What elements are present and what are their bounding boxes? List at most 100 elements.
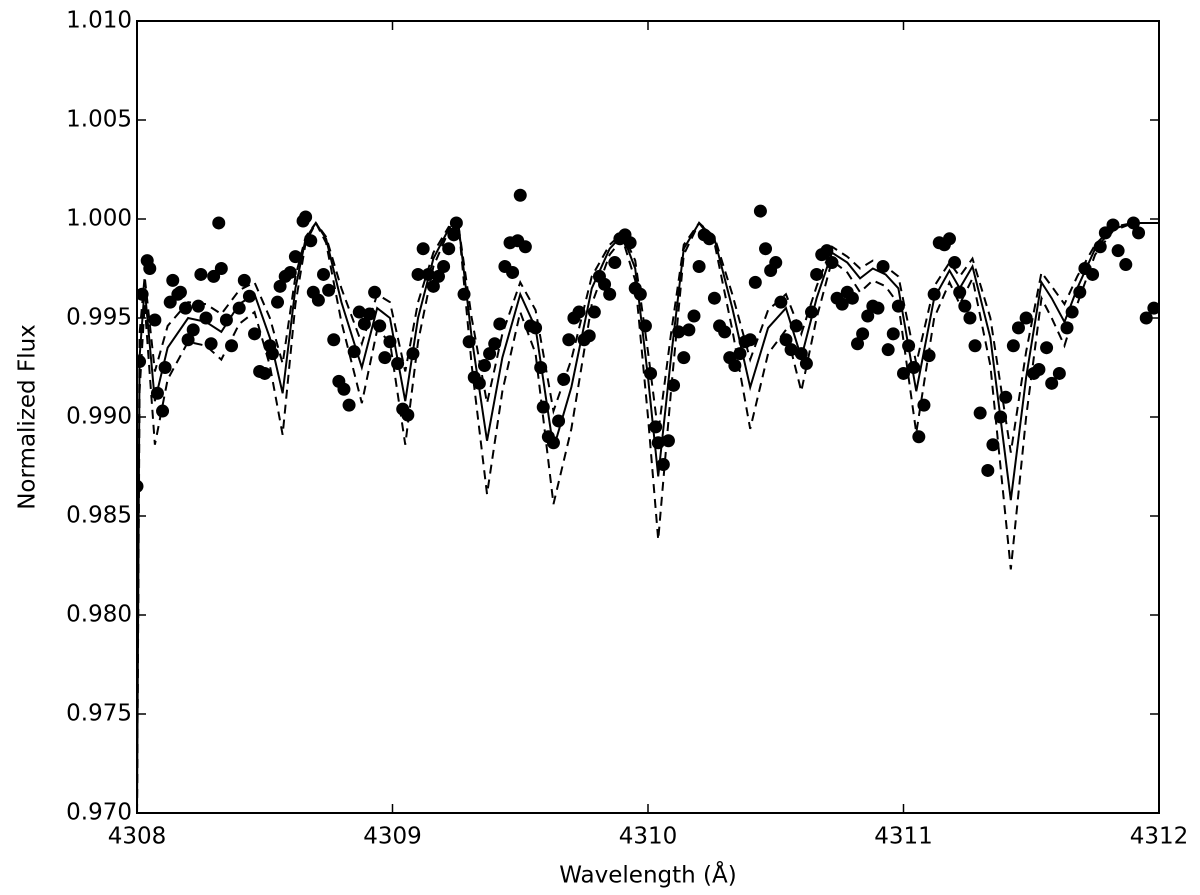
data-point [1119, 258, 1133, 272]
data-point [506, 265, 520, 279]
data-point [493, 317, 507, 331]
data-point [1045, 376, 1059, 390]
data-point [981, 463, 995, 477]
data-point [886, 327, 900, 341]
model-line-dashed [137, 221, 1159, 813]
data-point [273, 279, 287, 293]
data-point [288, 250, 302, 264]
data-point [667, 378, 681, 392]
data-point [373, 319, 387, 333]
data-point [799, 357, 813, 371]
data-point [166, 273, 180, 287]
data-point [271, 295, 285, 309]
data-point [411, 267, 425, 281]
data-point [237, 273, 251, 287]
data-point [562, 333, 576, 347]
data-point [1052, 366, 1066, 380]
y-tick-label: 0.985 [66, 503, 132, 529]
data-point [219, 313, 233, 327]
data-point [248, 327, 262, 341]
data-point [337, 382, 351, 396]
data-point [212, 216, 226, 230]
data-point [299, 210, 313, 224]
data-point [156, 404, 170, 418]
data-point [968, 339, 982, 353]
data-point [437, 260, 451, 274]
data-point [856, 327, 870, 341]
data-point [1147, 301, 1159, 315]
data-point [661, 434, 675, 448]
data-point [603, 287, 617, 301]
data-point [342, 398, 356, 412]
data-point [820, 244, 834, 258]
data-point [225, 339, 239, 353]
data-point [718, 325, 732, 339]
data-point [186, 323, 200, 337]
data-point [692, 260, 706, 274]
data-point [907, 361, 921, 374]
data-point [851, 337, 865, 351]
data-point [881, 343, 895, 357]
data-point [810, 267, 824, 281]
x-axis-label: Wavelength (Å) [559, 861, 736, 889]
data-point [401, 408, 415, 422]
data-point [232, 301, 246, 315]
data-point [682, 323, 696, 337]
y-tick-label: 0.990 [66, 404, 132, 430]
data-point [942, 232, 956, 246]
x-tick-label: 4311 [874, 824, 933, 850]
data-point [1011, 321, 1025, 335]
data-point [769, 256, 783, 270]
y-tick-label: 0.970 [66, 800, 132, 826]
data-point [204, 337, 218, 351]
data-point [483, 347, 497, 361]
y-tick-label: 1.005 [66, 107, 132, 133]
y-axis-label: Normalized Flux [15, 324, 41, 510]
data-point [191, 299, 205, 313]
data-point [214, 262, 228, 275]
plot-area [137, 188, 1159, 813]
data-point [449, 216, 463, 230]
data-point [986, 438, 1000, 452]
data-point [327, 333, 341, 347]
data-point [194, 267, 208, 281]
data-point [431, 269, 445, 283]
data-point [173, 285, 187, 299]
data-point [378, 351, 392, 365]
data-point [973, 406, 987, 420]
data-point [265, 347, 279, 361]
data-point [608, 256, 622, 270]
data-point [179, 301, 193, 315]
data-point [488, 337, 502, 351]
data-point [518, 240, 532, 254]
data-point [707, 291, 721, 305]
data-point [1006, 339, 1020, 353]
data-point [181, 333, 195, 347]
y-tick-label: 0.980 [66, 602, 132, 628]
data-point [1111, 244, 1125, 258]
data-point [958, 299, 972, 313]
data-point [743, 333, 757, 347]
data-point [368, 285, 382, 299]
data-point [687, 309, 701, 323]
data-point [948, 256, 962, 270]
data-point [352, 305, 366, 319]
y-tick-label: 0.975 [66, 701, 132, 727]
data-point [871, 301, 885, 315]
data-point [447, 228, 461, 242]
data-point [835, 297, 849, 311]
data-point [582, 329, 596, 343]
data-point [283, 265, 297, 279]
data-point [1019, 311, 1033, 325]
data-point [148, 313, 162, 327]
data-point [963, 311, 977, 325]
data-point [1040, 341, 1054, 355]
data-point [912, 430, 926, 444]
y-tick-label: 1.000 [66, 206, 132, 232]
data-point [677, 351, 691, 365]
data-point [143, 262, 157, 275]
data-point [897, 366, 910, 380]
data-point [759, 242, 773, 256]
